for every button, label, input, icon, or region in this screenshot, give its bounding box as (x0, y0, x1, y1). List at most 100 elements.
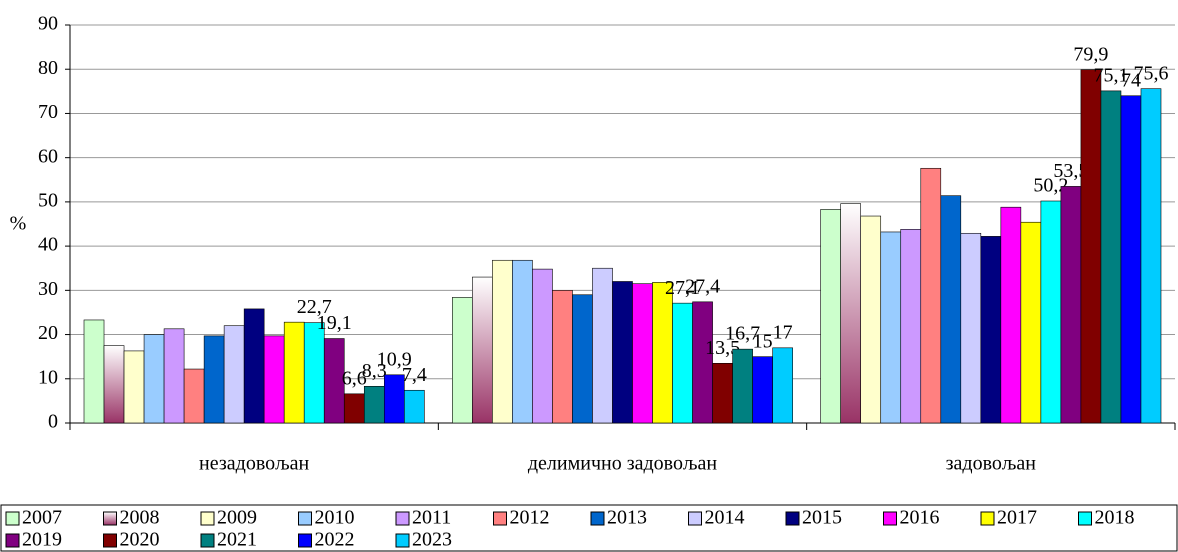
bar (363, 385, 385, 424)
bar (1060, 186, 1082, 424)
data-label: 27,1 (665, 277, 700, 299)
bar (452, 297, 473, 424)
y-tick-label: 20 (38, 322, 58, 344)
y-tick-label: 0 (48, 411, 58, 433)
bar (1140, 88, 1162, 424)
legend-swatch (103, 533, 117, 548)
legend-swatch (298, 533, 312, 548)
x-tick-label: незадовољан (199, 453, 310, 475)
y-tick-label: 50 (38, 189, 58, 211)
legend-label: 2012 (510, 507, 550, 529)
legend-label: 2022 (315, 529, 355, 551)
bar (732, 348, 753, 424)
bar (404, 389, 425, 424)
bar (123, 350, 145, 424)
data-label: 74 (1121, 69, 1141, 91)
data-label: 6,6 (342, 367, 367, 389)
legend-swatch (980, 511, 995, 526)
legend-label: 2019 (22, 529, 62, 551)
bar (1020, 221, 1042, 424)
y-tick-label: 60 (38, 145, 58, 167)
data-label: 7,4 (402, 364, 427, 386)
legend-swatch (493, 511, 507, 526)
bar (752, 356, 773, 424)
legend-label: 2016 (900, 507, 940, 529)
y-tick-label: 70 (38, 101, 58, 123)
legend-swatch (103, 511, 117, 526)
legend-swatch (883, 511, 897, 526)
legend-label: 2015 (802, 507, 842, 529)
bar (163, 328, 185, 424)
bar (692, 301, 713, 424)
y-axis-label: % (10, 213, 27, 235)
bar (263, 335, 285, 424)
bar (552, 290, 573, 424)
y-tick-label: 40 (38, 234, 58, 256)
bar (492, 259, 513, 424)
bar (592, 267, 613, 424)
bar (83, 319, 105, 424)
bar (1080, 69, 1102, 424)
legend-label: 2023 (412, 529, 452, 551)
bar (512, 259, 533, 424)
legend-label: 2007 (22, 507, 62, 529)
legend-swatch (298, 511, 312, 526)
legend-swatch (200, 533, 215, 548)
legend-swatch (1078, 511, 1092, 526)
y-tick-label: 30 (38, 278, 58, 300)
data-label: 16,7 (725, 323, 760, 345)
legend-label: 2008 (120, 507, 160, 529)
bar (772, 347, 793, 424)
data-label: 10,9 (377, 348, 412, 370)
legend-label: 2013 (607, 507, 647, 529)
data-label: 75,6 (1133, 62, 1168, 84)
x-tick-label: задовољан (946, 453, 1037, 475)
bar (203, 335, 225, 424)
data-label: 17 (773, 321, 793, 343)
legend-label: 2021 (217, 529, 257, 551)
legend-swatch (590, 511, 605, 526)
bar (323, 338, 345, 424)
legend-label: 2011 (412, 507, 451, 529)
legend-box (0, 504, 1178, 552)
bar (303, 322, 325, 424)
bar (532, 268, 553, 424)
legend-swatch (5, 533, 20, 548)
bar (1000, 206, 1022, 424)
bar (840, 203, 862, 424)
legend-label: 2014 (705, 507, 745, 529)
bar (572, 294, 593, 424)
bar (940, 195, 962, 424)
legend-label: 2017 (997, 507, 1037, 529)
legend-label: 2009 (217, 507, 257, 529)
legend-swatch (200, 511, 215, 526)
legend-swatch (395, 511, 410, 526)
data-label: 22,7 (297, 296, 332, 318)
bar (880, 231, 902, 424)
data-label: 53,5 (1053, 160, 1088, 182)
y-tick-label: 90 (38, 13, 58, 35)
bar (143, 334, 165, 424)
bar (860, 215, 882, 424)
bar (343, 393, 365, 424)
bar (820, 209, 841, 424)
bar (672, 302, 693, 424)
data-label: 8,3 (362, 360, 387, 382)
legend-swatch (5, 511, 20, 526)
y-tick-label: 10 (38, 366, 58, 388)
bar (223, 325, 245, 424)
bar (1120, 95, 1142, 424)
bar (612, 281, 633, 424)
legend-swatch (688, 511, 702, 526)
legend-label: 2018 (1095, 507, 1135, 529)
bar (1040, 200, 1062, 424)
bar (103, 345, 125, 424)
data-label: 75,1 (1093, 64, 1128, 86)
y-tick-label: 80 (38, 57, 58, 79)
data-label: 15 (753, 330, 773, 352)
legend-swatch (785, 511, 800, 526)
bar (283, 321, 305, 424)
bar (183, 368, 205, 424)
bar (980, 236, 1002, 424)
